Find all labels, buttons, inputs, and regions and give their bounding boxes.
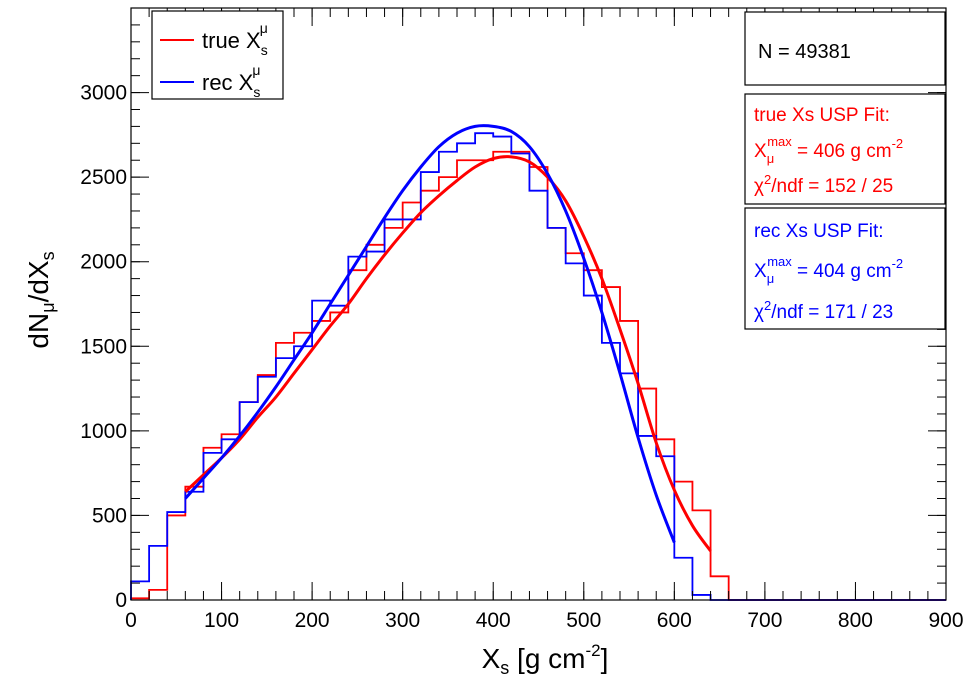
x-tick-label: 400 bbox=[476, 609, 511, 632]
stats-box-frame bbox=[744, 11, 946, 86]
fit-rec-chi2: χ2/ndf = 171 / 23 bbox=[754, 298, 893, 323]
fit-true-xmax: Xμmax = 406 g cm-2 bbox=[754, 134, 903, 166]
x-tick-label: 500 bbox=[566, 609, 601, 632]
y-tick-label: 2000 bbox=[80, 251, 127, 274]
x-tick-label: 0 bbox=[125, 609, 137, 632]
legend-label-rec: rec Xsμ bbox=[202, 62, 260, 100]
y-tick-label: 1500 bbox=[80, 335, 127, 358]
stats-entries: N = 49381 bbox=[758, 41, 851, 63]
plot-frame bbox=[130, 7, 947, 601]
x-axis-ticks: 0 100 200 300 400 500 600 700 800 900 bbox=[125, 8, 964, 632]
x-tick-label: 100 bbox=[204, 609, 239, 632]
legend-box bbox=[151, 10, 284, 100]
x-tick-label: 800 bbox=[838, 609, 873, 632]
fit-true-title: true Xs USP Fit: bbox=[754, 105, 890, 126]
stats-box: N = 49381 bbox=[744, 11, 946, 86]
x-axis-label: Xs [g cm-2] bbox=[482, 641, 609, 678]
fit-box-rec-frame bbox=[744, 207, 946, 330]
fit-true-chi2: χ2/ndf = 152 / 25 bbox=[754, 172, 893, 197]
legend: true Xsμ rec Xsμ bbox=[151, 10, 284, 100]
y-axis-ticks: 0 500 1000 1500 2000 2500 3000 bbox=[80, 7, 946, 612]
y-tick-label: 2500 bbox=[80, 166, 127, 189]
fit-box-true-frame bbox=[744, 93, 946, 205]
x-tick-label: 300 bbox=[385, 609, 420, 632]
x-tick-label: 900 bbox=[928, 609, 963, 632]
y-axis-label: dNμ/dXs bbox=[23, 251, 58, 348]
x-tick-label: 600 bbox=[657, 609, 692, 632]
x-tick-label: 200 bbox=[295, 609, 330, 632]
fit-box-rec: rec Xs USP Fit: Xμmax = 404 g cm-2 χ2/nd… bbox=[744, 207, 946, 330]
fit-curves bbox=[184, 124, 712, 552]
y-tick-label: 0 bbox=[115, 589, 127, 612]
fit-rec-xmax: Xμmax = 404 g cm-2 bbox=[754, 254, 903, 286]
fit-box-true: true Xs USP Fit: Xμmax = 406 g cm-2 χ2/n… bbox=[744, 93, 946, 205]
fit-curve-true bbox=[184, 155, 712, 552]
y-tick-label: 3000 bbox=[80, 82, 127, 105]
fit-curve-rec bbox=[184, 124, 676, 544]
y-tick-label: 500 bbox=[92, 504, 127, 527]
y-tick-label: 1000 bbox=[80, 420, 127, 443]
fit-rec-title: rec Xs USP Fit: bbox=[754, 221, 884, 242]
x-tick-label: 700 bbox=[747, 609, 782, 632]
legend-label-true: true Xsμ bbox=[202, 20, 268, 58]
